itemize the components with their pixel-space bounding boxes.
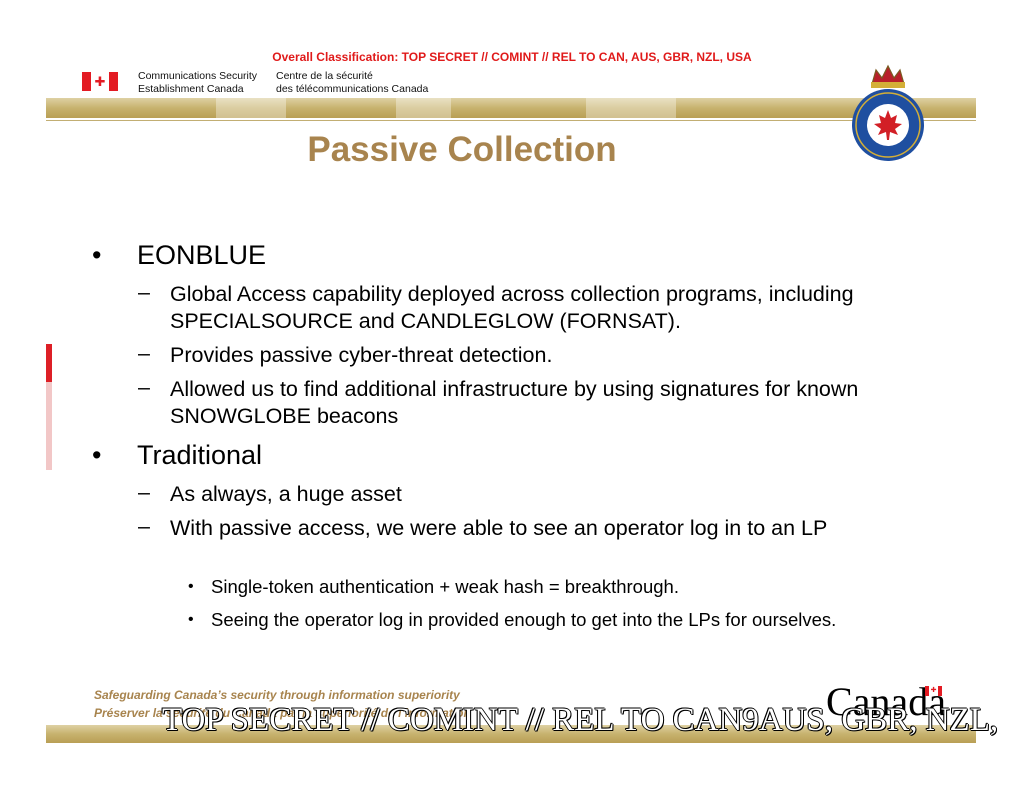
header-divider — [46, 120, 976, 121]
agency-name-en-line1: Communications Security — [138, 70, 258, 82]
canada-flag-icon: ✚ — [82, 72, 118, 91]
side-accent-red — [46, 344, 52, 382]
bullet-heading: EONBLUE — [137, 240, 267, 270]
sub-bullet-text: As always, a huge asset — [170, 482, 402, 506]
canada-flag-icon: ✚ — [925, 686, 942, 696]
agency-name-fr-line2: des télécommunications Canada — [276, 83, 429, 95]
agency-name-fr: Centre de la sécurité des télécommunicat… — [276, 70, 428, 96]
bullet-heading: Traditional — [137, 440, 263, 470]
sub-sub-bullet-text: Single-token authentication + weak hash … — [211, 576, 679, 597]
sub-bullet-text: Allowed us to find additional infrastruc… — [170, 377, 859, 428]
overall-classification: Overall Classification: TOP SECRET // CO… — [272, 50, 752, 64]
footer-tagline-fr: Préserver la sécurité du Canada par la s… — [94, 706, 471, 720]
sub-bullet-text: Global Access capability deployed across… — [170, 282, 854, 333]
footer-tagline-en: Safeguarding Canada’s security through i… — [94, 688, 460, 702]
agency-name-en: Communications Security Establishment Ca… — [138, 70, 257, 96]
footer-classification: TOP SECRET // COMINT // REL TO CAN9AUS, … — [162, 702, 999, 738]
agency-name-fr-line1: Centre de la sécurité — [276, 70, 373, 82]
sub-bullet-text: With passive access, we were able to see… — [170, 516, 828, 540]
footer-band — [46, 725, 976, 743]
side-accent-pink — [46, 382, 52, 470]
sub-bullet-text: Provides passive cyber-threat detection. — [170, 343, 553, 367]
header-band — [46, 98, 976, 118]
agency-name-en-line2: Establishment Canada — [138, 83, 244, 95]
cse-crest-icon — [852, 64, 924, 161]
slide-title: Passive Collection — [307, 130, 617, 169]
sub-sub-bullet-text: Seeing the operator log in provided enou… — [211, 609, 837, 630]
